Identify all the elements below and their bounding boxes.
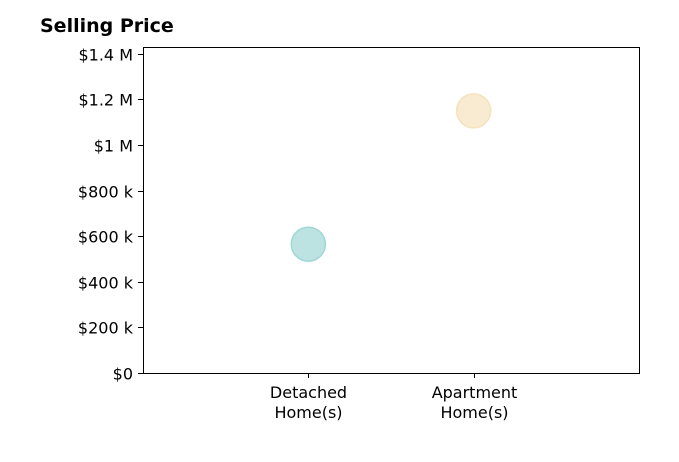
y-tick-label: $600 k xyxy=(78,228,134,247)
chart-title: Selling Price xyxy=(40,15,174,37)
y-tick-label: $200 k xyxy=(78,319,134,338)
y-tick-label: $1 M xyxy=(94,137,133,156)
x-tick-label: Apartment Home(s) xyxy=(432,383,518,422)
x-tick-label: Detached Home(s) xyxy=(270,383,347,422)
plot-frame xyxy=(143,47,640,374)
y-tick-label: $0 xyxy=(113,365,133,384)
y-tick-label: $400 k xyxy=(78,274,134,293)
y-tick-label: $1.4 M xyxy=(78,46,133,65)
y-tick-label: $1.2 M xyxy=(78,91,133,110)
data-point xyxy=(455,93,492,129)
data-point xyxy=(290,226,327,262)
x-axis: Detached Home(s) Apartment Home(s) xyxy=(270,373,517,422)
y-tick-label: $800 k xyxy=(78,183,134,202)
y-axis: $0 $200 k $400 k $600 k $800 k $1 M $1.2 M $1.4… xyxy=(78,46,143,384)
points-layer xyxy=(290,93,492,262)
